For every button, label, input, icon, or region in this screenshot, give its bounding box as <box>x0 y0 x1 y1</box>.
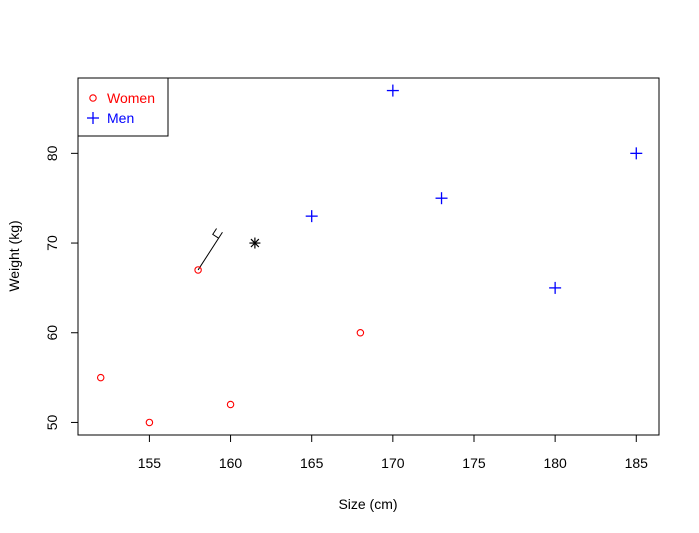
legend-box <box>77 77 169 137</box>
centroid-marker <box>249 237 261 249</box>
x-tick-label: 170 <box>381 455 405 471</box>
x-tick-label: 155 <box>138 455 162 471</box>
x-tick-label: 185 <box>625 455 649 471</box>
men-point <box>630 147 643 160</box>
women-point <box>145 418 154 427</box>
y-tick-label: 70 <box>44 235 60 251</box>
y-axis: 50 60 70 80 <box>44 145 79 430</box>
x-tick-label: 160 <box>219 455 243 471</box>
x-tick-label: 180 <box>543 455 567 471</box>
men-point <box>549 281 562 294</box>
x-axis: 155 160 165 170 175 180 185 <box>138 434 649 471</box>
projection-line <box>197 232 223 271</box>
legend-label: Women <box>107 90 155 106</box>
women-point <box>96 373 105 382</box>
right-angle-marker <box>212 228 219 239</box>
data-points <box>96 84 643 427</box>
legend: Women Men <box>77 77 169 137</box>
legend-marker-men <box>87 112 99 124</box>
projection-segment <box>197 228 223 271</box>
y-tick-label: 80 <box>44 145 60 161</box>
legend-marker-women <box>89 94 97 102</box>
men-point <box>386 84 399 97</box>
men-point <box>305 210 318 223</box>
women-point <box>356 328 365 337</box>
x-tick-label: 175 <box>462 455 486 471</box>
women-point <box>226 400 235 409</box>
x-axis-label: Size (cm) <box>338 496 397 512</box>
y-tick-label: 50 <box>44 414 60 430</box>
x-tick-label: 165 <box>300 455 324 471</box>
women-point <box>194 266 202 274</box>
y-axis-label: Weight (kg) <box>6 220 22 291</box>
men-point <box>435 192 448 205</box>
y-tick-label: 60 <box>44 325 60 341</box>
legend-label: Men <box>107 110 134 126</box>
